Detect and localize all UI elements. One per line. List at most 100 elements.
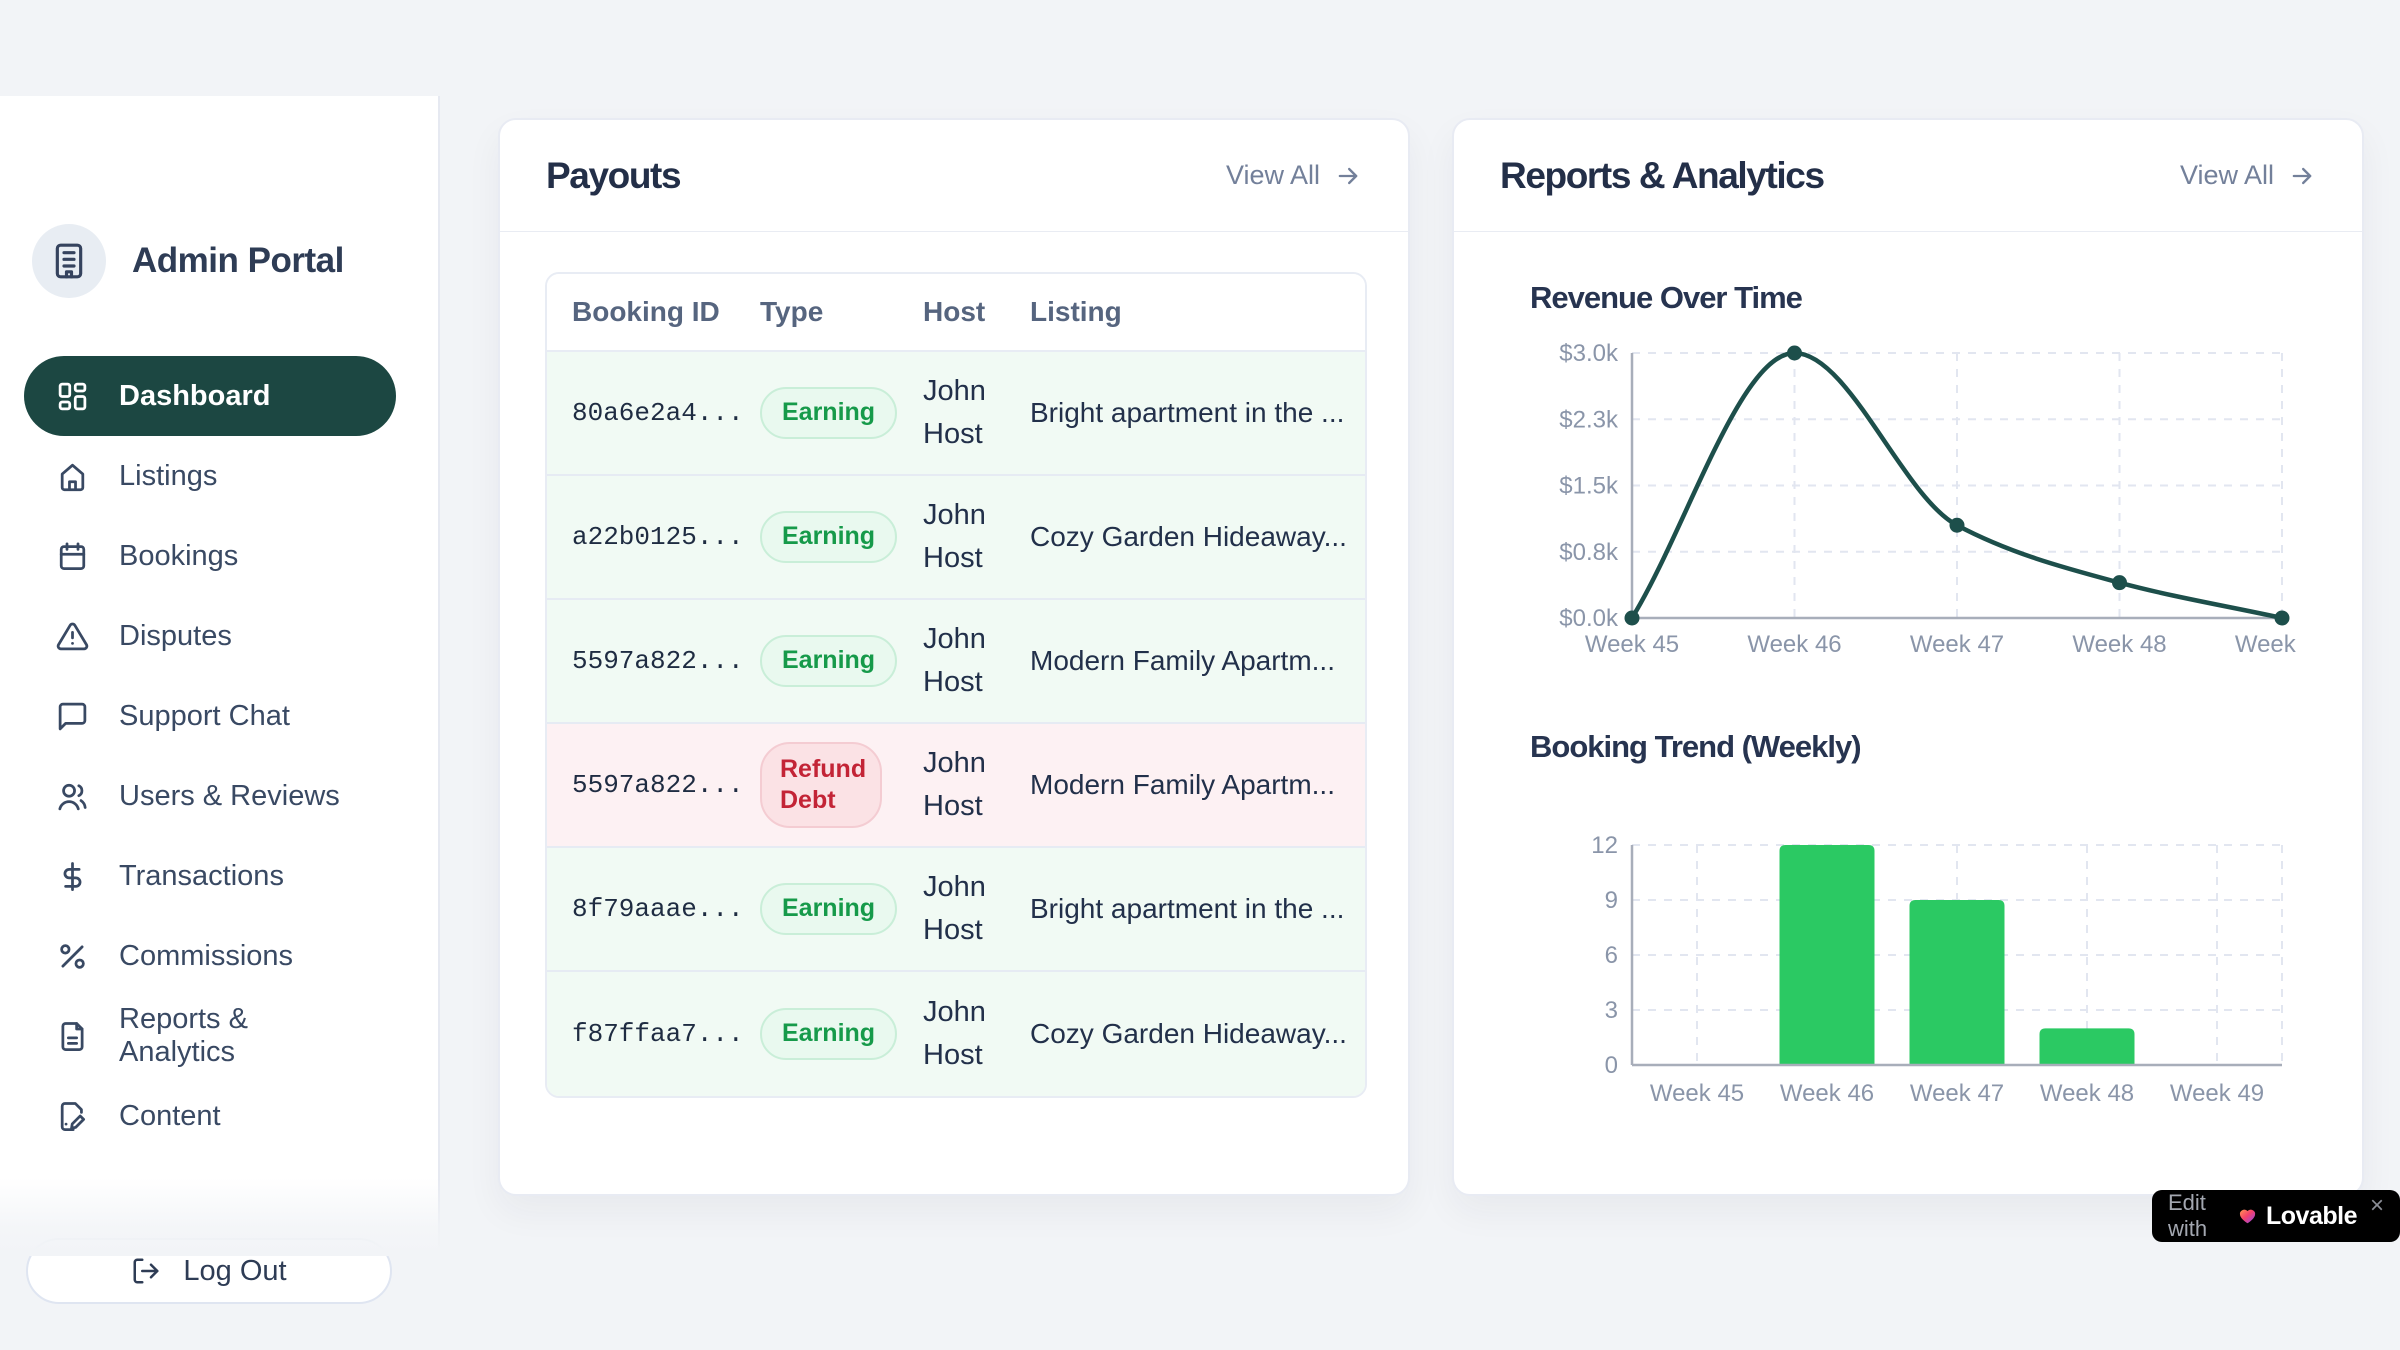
- logout-label: Log Out: [183, 1254, 287, 1287]
- svg-text:Week 49: Week 49: [2235, 631, 2302, 658]
- host-cell: John Host: [923, 622, 986, 699]
- type-cell: Earning: [760, 387, 923, 439]
- brand-avatar: [32, 224, 106, 298]
- app-title: Admin Portal: [132, 241, 344, 280]
- payouts-title: Payouts: [546, 154, 682, 196]
- host-cell: John Host: [923, 374, 986, 451]
- sidebar-item-label: Users & Reviews: [119, 779, 340, 812]
- payouts-header: Payouts View All: [500, 120, 1408, 232]
- host-cell: John Host: [923, 746, 986, 823]
- svg-text:Week 47: Week 47: [1910, 1080, 2004, 1107]
- listing-cell: Modern Family Apartm...: [1030, 645, 1335, 676]
- alert-triangle-icon: [56, 620, 89, 653]
- type-cell: Earning: [760, 511, 923, 563]
- column-header-type: Type: [760, 296, 824, 327]
- type-badge: Refund Debt: [760, 741, 882, 829]
- sidebar-item-reports-analytics[interactable]: Reports & Analytics: [24, 996, 396, 1076]
- view-all-label: View All: [1225, 160, 1320, 190]
- svg-text:$1.5k: $1.5k: [1559, 473, 1619, 500]
- sidebar-item-disputes[interactable]: Disputes: [24, 596, 396, 676]
- type-badge: Earning: [760, 511, 898, 563]
- payouts-view-all-link[interactable]: View All: [1226, 160, 1362, 191]
- percent-icon: [56, 940, 89, 973]
- type-cell: Earning: [760, 883, 923, 935]
- sidebar: Admin Portal Dashboard Listings Bookings: [0, 96, 440, 1304]
- revenue-chart-title: Revenue Over Time: [1530, 280, 1803, 315]
- sidebar-item-users-reviews[interactable]: Users & Reviews: [24, 756, 396, 836]
- sidebar-item-content[interactable]: Content: [24, 1076, 396, 1156]
- type-badge: Earning: [760, 635, 898, 687]
- payout-row: 8f79aaae... Earning John Host Bright apartm…: [547, 848, 1365, 972]
- booking-chart-title: Booking Trend (Weekly): [1530, 729, 1862, 764]
- svg-text:6: 6: [1605, 942, 1618, 969]
- payouts-table-header: Booking ID Type Host Listing: [547, 274, 1365, 352]
- host-cell: John Host: [923, 995, 986, 1072]
- close-icon[interactable]: ×: [2369, 1192, 2384, 1219]
- svg-text:Week 48: Week 48: [2040, 1080, 2134, 1107]
- brand: Admin Portal: [32, 224, 344, 298]
- lovable-brand: Lovable: [2266, 1201, 2357, 1230]
- payout-row: 5597a822... Refund Debt John Host Modern Fa…: [547, 724, 1365, 848]
- building-icon: [55, 243, 83, 279]
- heart-icon: [2239, 1209, 2256, 1224]
- reports-card: Reports & Analytics View All Revenue Ove…: [1452, 118, 2364, 1196]
- users-icon: [56, 780, 89, 813]
- sidebar-item-listings[interactable]: Listings: [24, 436, 396, 516]
- booking-id-cell: 5597a822...: [572, 646, 744, 676]
- sidebar-item-label: Support Chat: [119, 699, 290, 732]
- payout-row: 80a6e2a4... Earning John Host Bright apartm…: [547, 352, 1365, 476]
- sidebar-item-label: Commissions: [119, 939, 294, 972]
- svg-text:Week 46: Week 46: [1747, 631, 1841, 658]
- sidebar-item-dashboard[interactable]: Dashboard: [24, 356, 396, 436]
- svg-text:$0.8k: $0.8k: [1559, 539, 1619, 566]
- sidebar-item-label: Reports & Analytics: [119, 1003, 248, 1068]
- sidebar-item-label: Bookings: [119, 539, 239, 572]
- logout-button[interactable]: Log Out: [26, 1238, 392, 1304]
- dollar-icon: [56, 860, 89, 893]
- calendar-icon: [56, 540, 89, 573]
- svg-text:Week 48: Week 48: [2072, 631, 2166, 658]
- sidebar-item-transactions[interactable]: Transactions: [24, 836, 396, 916]
- layout-dashboard-icon: [56, 380, 89, 413]
- payouts-table-body: 80a6e2a4... Earning John Host Bright apartm…: [547, 352, 1365, 1096]
- house-icon: [56, 460, 89, 493]
- listing-cell: Cozy Garden Hideaway...: [1030, 1018, 1347, 1049]
- sidebar-item-label: Content: [119, 1099, 221, 1132]
- listing-cell: Cozy Garden Hideaway...: [1030, 521, 1347, 552]
- sidebar-item-bookings[interactable]: Bookings: [24, 516, 396, 596]
- sidebar-item-label: Transactions: [119, 859, 284, 892]
- svg-text:$0.0k: $0.0k: [1559, 605, 1619, 632]
- listing-cell: Modern Family Apartm...: [1030, 769, 1335, 800]
- booking-id-cell: f87ffaa7...: [572, 1019, 744, 1049]
- payouts-card: Payouts View All Booking ID Type Host Li…: [498, 118, 1410, 1196]
- sidebar-item-support-chat[interactable]: Support Chat: [24, 676, 396, 756]
- sidebar-nav: Dashboard Listings Bookings Disputes: [24, 356, 396, 1156]
- reports-header: Reports & Analytics View All: [1454, 120, 2362, 232]
- booking-bar-chart: 0 3 6 9 12 Week 45 Week 46 Week 47 Week 48 Week 4…: [1591, 832, 2283, 1107]
- sidebar-item-label: Dashboard: [119, 379, 271, 412]
- type-badge: Earning: [760, 1008, 898, 1060]
- payouts-table: Booking ID Type Host Listing 80a6e2a4...…: [545, 272, 1367, 1098]
- host-cell: John Host: [923, 870, 986, 947]
- svg-text:9: 9: [1605, 887, 1618, 914]
- column-header-listing: Listing: [1030, 296, 1122, 327]
- payout-row: a22b0125... Earning John Host Cozy Garden H…: [547, 476, 1365, 600]
- svg-text:$3.0k: $3.0k: [1559, 340, 1619, 367]
- booking-id-cell: a22b0125...: [572, 522, 744, 552]
- booking-id-cell: 8f79aaae...: [572, 894, 744, 924]
- revenue-line-chart: $0.0k $0.8k $1.5k $2.3k $3.0k Week 45 Week 46 W…: [1559, 340, 2302, 658]
- booking-id-cell: 5597a822...: [572, 770, 744, 800]
- payout-row: f87ffaa7... Earning John Host Cozy Garden H…: [547, 972, 1365, 1096]
- type-badge: Earning: [760, 387, 898, 439]
- file-pen-icon: [56, 1100, 89, 1133]
- lovable-badge[interactable]: Edit with Lovable ×: [2152, 1190, 2400, 1242]
- view-all-label: View All: [2179, 160, 2274, 190]
- reports-view-all-link[interactable]: View All: [2180, 160, 2316, 191]
- listing-cell: Bright apartment in the ...: [1030, 397, 1345, 428]
- arrow-right-icon: [1338, 167, 1358, 184]
- svg-text:Week 49: Week 49: [2170, 1080, 2264, 1107]
- booking-id-cell: 80a6e2a4...: [572, 398, 744, 428]
- sidebar-item-commissions[interactable]: Commissions: [24, 916, 396, 996]
- type-cell: Earning: [760, 1008, 923, 1060]
- file-text-icon: [56, 1020, 89, 1053]
